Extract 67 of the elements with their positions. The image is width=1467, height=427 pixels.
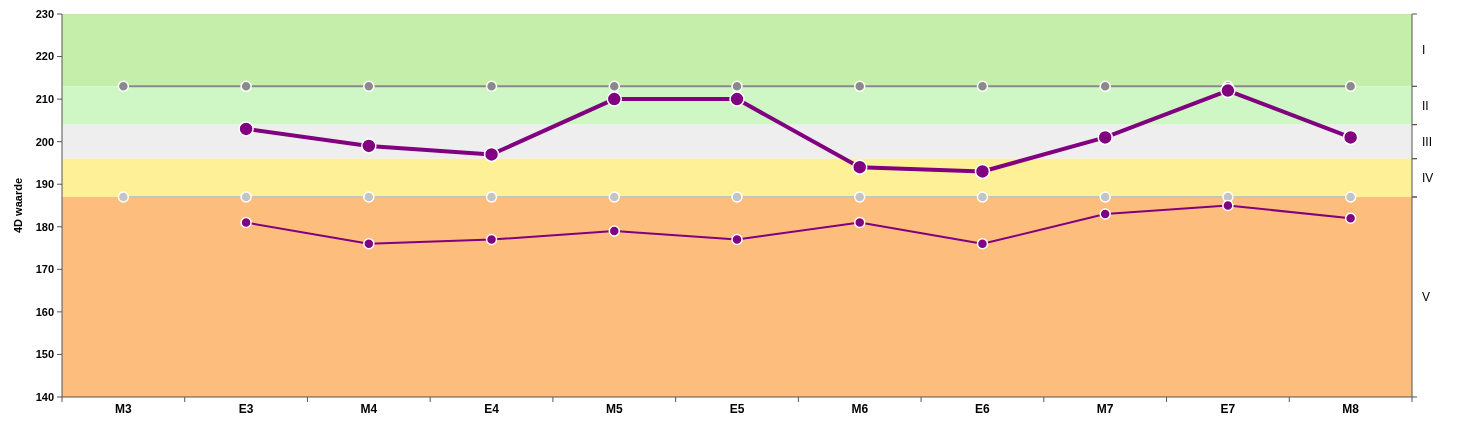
point — [483, 146, 500, 163]
y-tick-label: 140 — [35, 390, 54, 403]
point — [363, 191, 375, 203]
point — [117, 191, 130, 203]
point — [729, 91, 745, 107]
y-tick-label: 190 — [35, 178, 54, 191]
point — [485, 233, 498, 246]
point — [853, 80, 866, 93]
x-tick-label: E3 — [238, 402, 254, 416]
x-tick-label: E6 — [975, 402, 991, 416]
point — [1344, 191, 1357, 203]
point — [853, 191, 866, 203]
point — [240, 191, 252, 203]
point — [1222, 199, 1234, 212]
y-tick-label: 180 — [35, 220, 54, 233]
y-tick-label: 220 — [35, 50, 54, 63]
point — [1099, 208, 1111, 220]
point — [485, 80, 498, 93]
point — [240, 216, 252, 229]
point — [1344, 212, 1357, 225]
point — [853, 216, 866, 229]
point — [240, 80, 252, 93]
point — [1099, 191, 1111, 203]
x-tick-label: M7 — [1096, 402, 1114, 416]
point — [731, 233, 743, 246]
band-label: IV — [1422, 171, 1434, 186]
x-tick-label: E7 — [1220, 402, 1236, 416]
band-label: V — [1422, 290, 1431, 305]
band-label: I — [1422, 43, 1426, 58]
point — [606, 91, 623, 107]
point — [363, 238, 375, 250]
point — [1220, 82, 1236, 99]
point — [1099, 80, 1111, 93]
point — [974, 163, 991, 180]
x-tick-label: M8 — [1342, 402, 1360, 416]
point — [851, 159, 868, 175]
band-label: II — [1422, 98, 1429, 113]
y-tick-label: 150 — [35, 348, 54, 361]
point — [363, 80, 375, 93]
y-axis-title: 4D waarde — [12, 177, 24, 234]
point — [485, 191, 498, 203]
point — [731, 80, 743, 93]
point — [1097, 129, 1113, 146]
y-tick-label: 170 — [35, 263, 54, 276]
x-tick-label: M4 — [360, 402, 378, 416]
x-tick-label: M5 — [605, 402, 623, 416]
point — [1342, 129, 1359, 146]
y-tick-label: 160 — [35, 305, 54, 318]
x-tick-label: E5 — [729, 402, 745, 416]
x-tick-label: M6 — [851, 402, 869, 416]
point — [361, 138, 377, 154]
y-tick-label: 210 — [35, 92, 54, 105]
point — [976, 191, 989, 203]
point — [976, 80, 989, 93]
point — [608, 225, 621, 237]
x-tick-label: E4 — [484, 402, 500, 416]
point — [608, 191, 621, 203]
point — [976, 238, 989, 250]
x-tick-label: M3 — [115, 402, 133, 416]
point — [608, 80, 621, 93]
point — [117, 80, 130, 93]
point — [731, 191, 743, 203]
y-tick-label: 230 — [35, 7, 54, 20]
point — [238, 121, 254, 137]
band-label: III — [1422, 134, 1433, 149]
point — [1344, 80, 1357, 93]
y-tick-label: 200 — [35, 135, 54, 148]
